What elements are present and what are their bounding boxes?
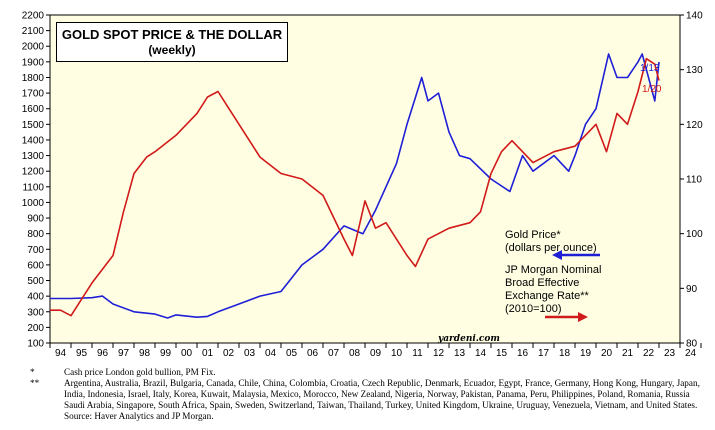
plot-area — [49, 14, 681, 344]
right-tick-label: 80 — [686, 339, 698, 350]
x-tick-label: 03 — [244, 348, 256, 359]
left-tick-label: 500 — [27, 276, 44, 287]
right-tick-label: 90 — [686, 284, 698, 295]
right-tick-label: 120 — [686, 120, 703, 131]
legend-dollar-line1: JP Morgan Nominal — [505, 264, 602, 276]
x-tick-label: 09 — [370, 348, 382, 359]
left-tick-label: 700 — [27, 245, 44, 256]
left-tick-label: 300 — [27, 307, 44, 318]
x-tick-label: 18 — [559, 348, 571, 359]
x-tick-label: 94 — [55, 348, 67, 359]
x-tick-label: 05 — [286, 348, 298, 359]
footnote-2-mark: ** — [30, 378, 40, 388]
x-tick-label: 00 — [181, 348, 193, 359]
x-tick-label: 21 — [622, 348, 634, 359]
footnote-1-mark: * — [30, 367, 35, 377]
right-tick-label: 110 — [686, 175, 702, 186]
dollar-index-line — [50, 57, 660, 317]
left-tick-label: 200 — [27, 323, 44, 334]
legend-gold-line1: Gold Price* — [505, 229, 561, 241]
left-tick-label: 2100 — [22, 26, 45, 37]
x-tick-label: 24 — [685, 348, 697, 359]
x-tick-label: 13 — [454, 348, 466, 359]
x-tick-label: 12 — [433, 348, 445, 359]
legend-arrows — [545, 250, 600, 322]
x-tick-label: 98 — [139, 348, 151, 359]
left-tick-label: 1000 — [22, 198, 45, 209]
left-tick-label: 1200 — [22, 167, 45, 178]
x-tick-label: 14 — [475, 348, 487, 359]
x-tick-label: 16 — [517, 348, 529, 359]
gold-price-line — [50, 53, 660, 319]
left-tick-label: 1400 — [22, 135, 45, 146]
chart-subtitle: (weekly) — [148, 43, 196, 57]
x-axis: 94 95 96 97 98 99 00 01 02 03 04 05 06 07 08 09 10 11 12 13… — [49, 343, 702, 359]
x-tick-label: 95 — [76, 348, 88, 359]
x-tick-label: 96 — [97, 348, 109, 359]
x-tick-label: 17 — [538, 348, 550, 359]
footnote-2-text: Argentina, Australia, Brazil, Bulgaria, … — [64, 378, 700, 421]
x-tick-label: 19 — [580, 348, 592, 359]
left-tick-label: 1700 — [22, 89, 45, 100]
x-tick-label: 97 — [118, 348, 130, 359]
x-tick-label: 20 — [601, 348, 613, 359]
footnotes: * Cash price London gold bullion, PM Fix… — [30, 367, 710, 422]
x-tick-label: 15 — [496, 348, 508, 359]
chart-title: GOLD SPOT PRICE & THE DOLLAR — [61, 27, 283, 42]
left-tick-label: 800 — [27, 229, 44, 240]
legend-gold-arrowhead-icon — [552, 250, 562, 260]
footnote-2: ** Argentina, Australia, Brazil, Bulgari… — [30, 378, 710, 422]
x-tick-label: 07 — [328, 348, 340, 359]
left-tick-label: 2200 — [22, 11, 45, 22]
left-tick-label: 1800 — [22, 73, 45, 84]
x-tick-label: 01 — [202, 348, 214, 359]
left-tick-label: 1300 — [22, 151, 45, 162]
dollar-end-label: 1/20 — [642, 84, 662, 95]
right-tick-label: 130 — [686, 65, 703, 76]
x-tick-label: 22 — [643, 348, 655, 359]
footnote-1-text: Cash price London gold bullion, PM Fix. — [64, 367, 216, 377]
x-tick-label: 02 — [223, 348, 235, 359]
left-tick-label: 2000 — [22, 42, 45, 53]
x-tick-label: 06 — [307, 348, 319, 359]
legend-dollar-line2: Broad Effective — [505, 277, 580, 289]
legend-gold-line2: (dollars per ounce) — [505, 242, 597, 254]
left-tick-label: 600 — [27, 260, 44, 271]
legend-dollar-arrowhead-icon — [578, 312, 588, 322]
left-tick-label: 400 — [27, 292, 44, 303]
left-axis: 100 200 300 400 500 600 700 800 900 1000 1100 1200 1… — [22, 11, 50, 350]
series-layer — [50, 53, 660, 319]
left-tick-label: 1500 — [22, 120, 45, 131]
chart-title-box: GOLD SPOT PRICE & THE DOLLAR (weekly) — [56, 22, 288, 62]
legend-dollar: JP Morgan Nominal Broad Effective Exchan… — [505, 264, 601, 316]
left-tick-label: 1600 — [22, 104, 45, 115]
footnote-1: * Cash price London gold bullion, PM Fix… — [30, 367, 710, 378]
left-tick-label: 1900 — [22, 57, 45, 68]
legend-dollar-line4: (2010=100) — [505, 303, 562, 315]
x-tick-label: 23 — [664, 348, 676, 359]
right-axis: 80 90 100 110 120 130 140 — [680, 11, 703, 350]
left-tick-label: 100 — [27, 339, 44, 350]
source-watermark: yardeni.com — [438, 334, 500, 344]
right-tick-label: 140 — [686, 11, 703, 22]
x-tick-label: 11 — [412, 348, 423, 359]
gold-end-label: 1/13 — [640, 63, 660, 74]
x-tick-label: 10 — [391, 348, 403, 359]
x-tick-label: 04 — [265, 348, 277, 359]
x-tick-label: 08 — [349, 348, 361, 359]
legend-gold: Gold Price* (dollars per ounce) — [505, 229, 597, 255]
x-tick-label: 99 — [160, 348, 172, 359]
right-tick-label: 100 — [686, 229, 703, 240]
left-tick-label: 900 — [27, 214, 44, 225]
legend-dollar-line3: Exchange Rate** — [505, 290, 589, 302]
left-tick-label: 1100 — [22, 182, 44, 193]
